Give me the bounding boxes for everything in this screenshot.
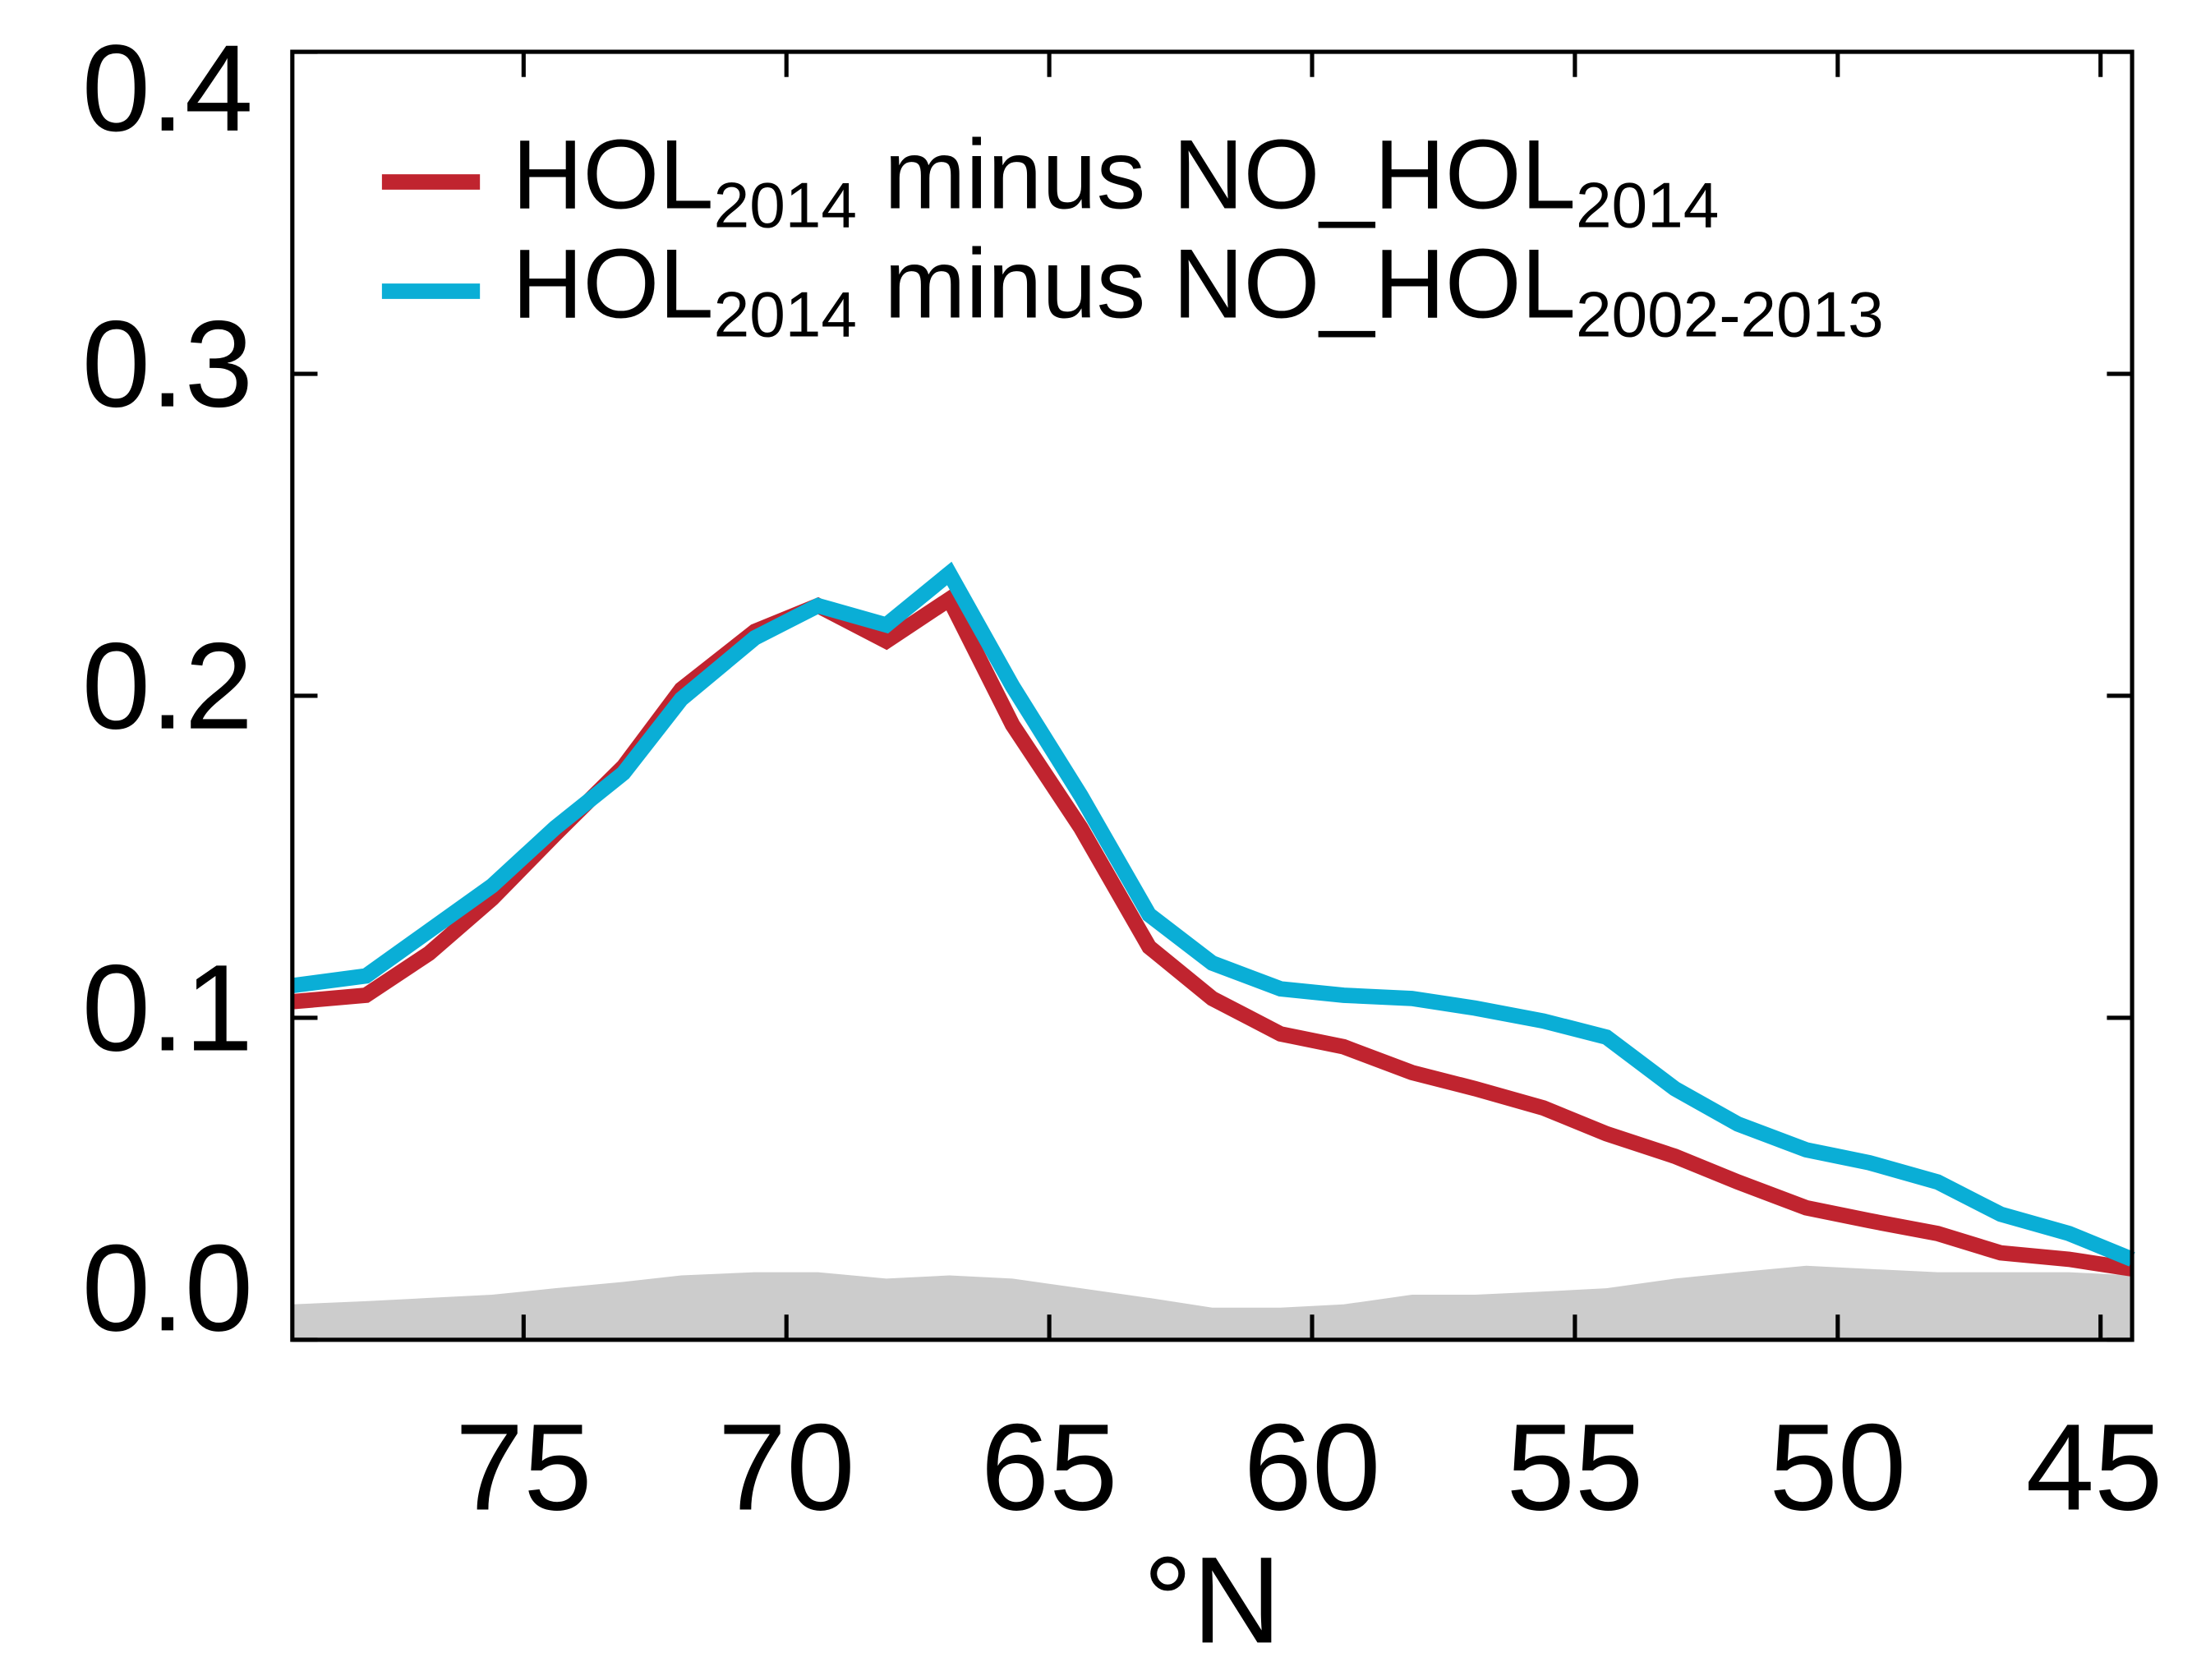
x-tick-label: 70 — [718, 1398, 855, 1536]
x-tick-label: 60 — [1244, 1398, 1381, 1536]
text: minus NO_HOL — [857, 229, 1576, 338]
area — [292, 1265, 2133, 1340]
y-tick-label: 0.0 — [82, 1218, 253, 1356]
y-tick-label: 0.3 — [82, 295, 253, 433]
x-axis-label: °N — [1143, 1530, 1281, 1668]
text: HOL — [512, 229, 713, 338]
legend-label: HOL2014 minus NO_HOL2002-2013 — [512, 229, 1883, 350]
y-tick-label: 0.4 — [82, 19, 253, 157]
y-tick-label: 0.1 — [82, 939, 253, 1077]
subscript: 2014 — [714, 168, 857, 241]
text: HOL — [512, 120, 713, 229]
subscript: 2014 — [714, 278, 857, 350]
x-tick-label: 55 — [1507, 1398, 1644, 1536]
text: minus NO_HOL — [857, 120, 1576, 229]
x-tick-label: 65 — [981, 1398, 1118, 1536]
x-tick-label: 50 — [1769, 1398, 1906, 1536]
x-tick-label: 45 — [2026, 1398, 2163, 1536]
line — [291, 561, 2135, 1267]
line — [291, 587, 2134, 1277]
legend-label: HOL2014 minus NO_HOL2014 — [512, 120, 1719, 241]
subscript: 2002-2013 — [1576, 278, 1884, 350]
x-tick-label: 75 — [455, 1398, 592, 1536]
subscript: 2014 — [1576, 168, 1719, 241]
y-tick-label: 0.2 — [82, 617, 253, 755]
